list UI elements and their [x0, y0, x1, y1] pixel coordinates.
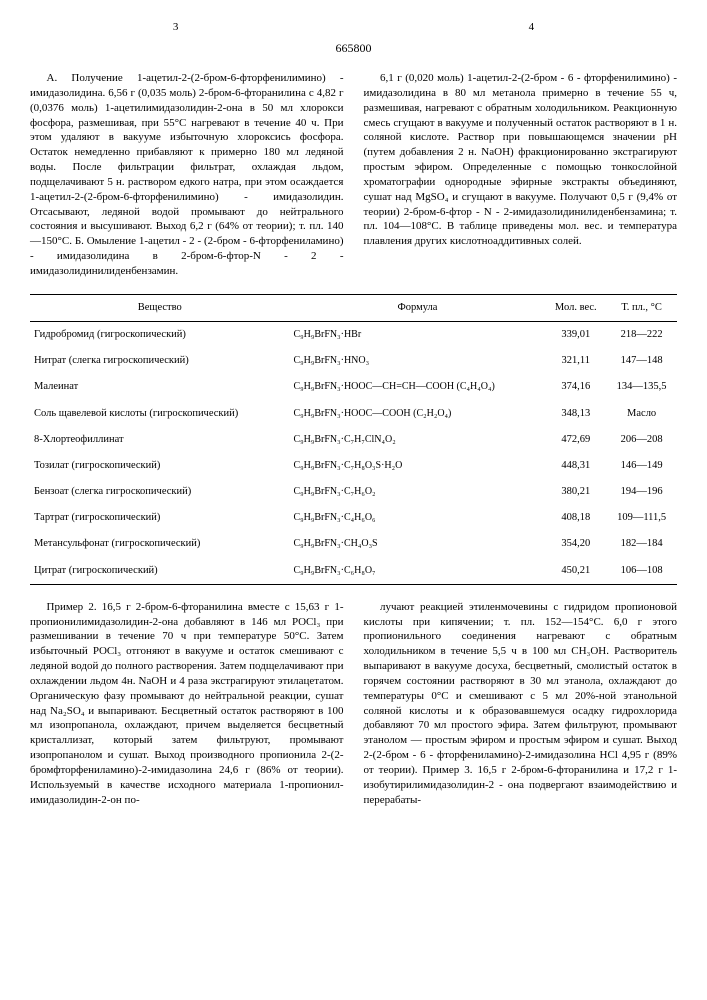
table-row: Бензоат (слегка гигроскопический)C₉H₉BrF… [30, 479, 677, 505]
page-numbers: 3 4 [30, 20, 677, 35]
table-cell: C₉H₉BrFN₃·HOOC—CH=CH—COOH (C₄H₄O₄) [290, 374, 546, 400]
table-cell: Тозилат (гигроскопический) [30, 453, 290, 479]
table-cell: 146—149 [606, 453, 677, 479]
table-row: Тозилат (гигроскопический)C₉H₉BrFN₃·C₇H₈… [30, 453, 677, 479]
table-cell: 218—222 [606, 322, 677, 349]
page-right: 4 [386, 20, 677, 35]
table-cell: C₉H₉BrFN₃·HBr [290, 322, 546, 349]
table-cell: Метансульфонат (гигроскопический) [30, 531, 290, 557]
upper-text-block: А. Получение 1-ацетил-2-(2-бром-6-фторфе… [30, 71, 677, 279]
document-number: 665800 [30, 40, 677, 56]
table-cell: Тартрат (гигроскопический) [30, 505, 290, 531]
table-cell: 109—111,5 [606, 505, 677, 531]
table-cell: 194—196 [606, 479, 677, 505]
table-cell: 206—208 [606, 427, 677, 453]
table-cell: 354,20 [545, 531, 606, 557]
th-molweight: Мол. вес. [545, 294, 606, 321]
table-row: Тартрат (гигроскопический)C₉H₉BrFN₃·C₄H₆… [30, 505, 677, 531]
table-cell: Нитрат (слегка гигроскопический) [30, 348, 290, 374]
table-cell: 134—135,5 [606, 374, 677, 400]
th-substance: Вещество [30, 294, 290, 321]
col2-left-text: Пример 2. 16,5 г 2-бром-6-фторанилина вм… [30, 600, 344, 808]
table-cell: C₉H₉BrFN₃·C₆H₈O₇ [290, 558, 546, 585]
compounds-table: Вещество Формула Мол. вес. Т. пл., °С Ги… [30, 294, 677, 585]
table-row: Цитрат (гигроскопический)C₉H₉BrFN₃·C₆H₈O… [30, 558, 677, 585]
table-cell: Бензоат (слегка гигроскопический) [30, 479, 290, 505]
table-cell: Гидробромид (гигроскопический) [30, 322, 290, 349]
table-row: Соль щавелевой кислоты (гигроскопический… [30, 401, 677, 427]
lower-text-block: Пример 2. 16,5 г 2-бром-6-фторанилина вм… [30, 600, 677, 808]
th-formula: Формула [290, 294, 546, 321]
table-cell: 348,13 [545, 401, 606, 427]
table-cell: Масло [606, 401, 677, 427]
table-cell: 408,18 [545, 505, 606, 531]
table-row: 8-ХлортеофиллинатC₉H₉BrFN₃·C₇H₇ClN₄O₂472… [30, 427, 677, 453]
table-row: Нитрат (слегка гигроскопический)C₉H₉BrFN… [30, 348, 677, 374]
col-right-text: 6,1 г (0,020 моль) 1-ацетил-2-(2-бром - … [364, 71, 678, 249]
table-cell: Малеинат [30, 374, 290, 400]
table-row: МалеинатC₉H₉BrFN₃·HOOC—CH=CH—COOH (C₄H₄O… [30, 374, 677, 400]
table-cell: 374,16 [545, 374, 606, 400]
table-cell: C₉H₉BrFN₃·C₇H₇ClN₄O₂ [290, 427, 546, 453]
table-cell: 147—148 [606, 348, 677, 374]
table-cell: 106—108 [606, 558, 677, 585]
th-meltpoint: Т. пл., °С [606, 294, 677, 321]
table-row: Метансульфонат (гигроскопический)C₉H₉BrF… [30, 531, 677, 557]
table-cell: C₉H₉BrFN₃·C₇H₈O₃S·H₂O [290, 453, 546, 479]
table-cell: 321,11 [545, 348, 606, 374]
table-cell: C₉H₉BrFN₃·CH₄O₃S [290, 531, 546, 557]
table-cell: 380,21 [545, 479, 606, 505]
table-cell: C₉H₉BrFN₃·HOOC—COOH (C₂H₂O₄) [290, 401, 546, 427]
table-cell: 448,31 [545, 453, 606, 479]
table-cell: 182—184 [606, 531, 677, 557]
table-cell: Соль щавелевой кислоты (гигроскопический… [30, 401, 290, 427]
col2-right-text: лучают реакцией этиленмочевины с гидридо… [364, 600, 678, 808]
table-header-row: Вещество Формула Мол. вес. Т. пл., °С [30, 294, 677, 321]
table-cell: C₉H₉BrFN₃·HNO₃ [290, 348, 546, 374]
table-row: Гидробромид (гигроскопический)C₉H₉BrFN₃·… [30, 322, 677, 349]
table-cell: 339,01 [545, 322, 606, 349]
table-cell: 472,69 [545, 427, 606, 453]
table-cell: 450,21 [545, 558, 606, 585]
table-cell: Цитрат (гигроскопический) [30, 558, 290, 585]
table-cell: C₉H₉BrFN₃·C₇H₆O₂ [290, 479, 546, 505]
table-cell: C₉H₉BrFN₃·C₄H₆O₆ [290, 505, 546, 531]
col-left-text: А. Получение 1-ацетил-2-(2-бром-6-фторфе… [30, 71, 344, 279]
page-left: 3 [30, 20, 321, 35]
table-cell: 8-Хлортеофиллинат [30, 427, 290, 453]
